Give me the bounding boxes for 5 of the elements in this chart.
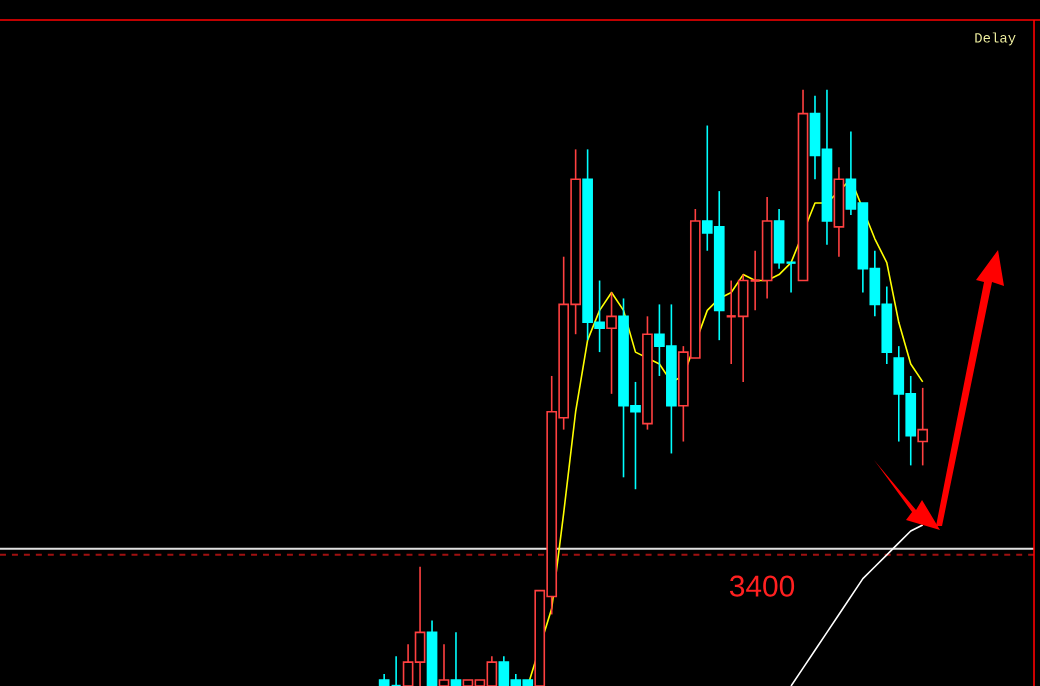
candlestick [606, 291, 617, 395]
annotation: 3400 [729, 575, 795, 597]
candlestick [917, 387, 929, 467]
candlestick [450, 631, 462, 686]
candlestick [833, 166, 845, 258]
